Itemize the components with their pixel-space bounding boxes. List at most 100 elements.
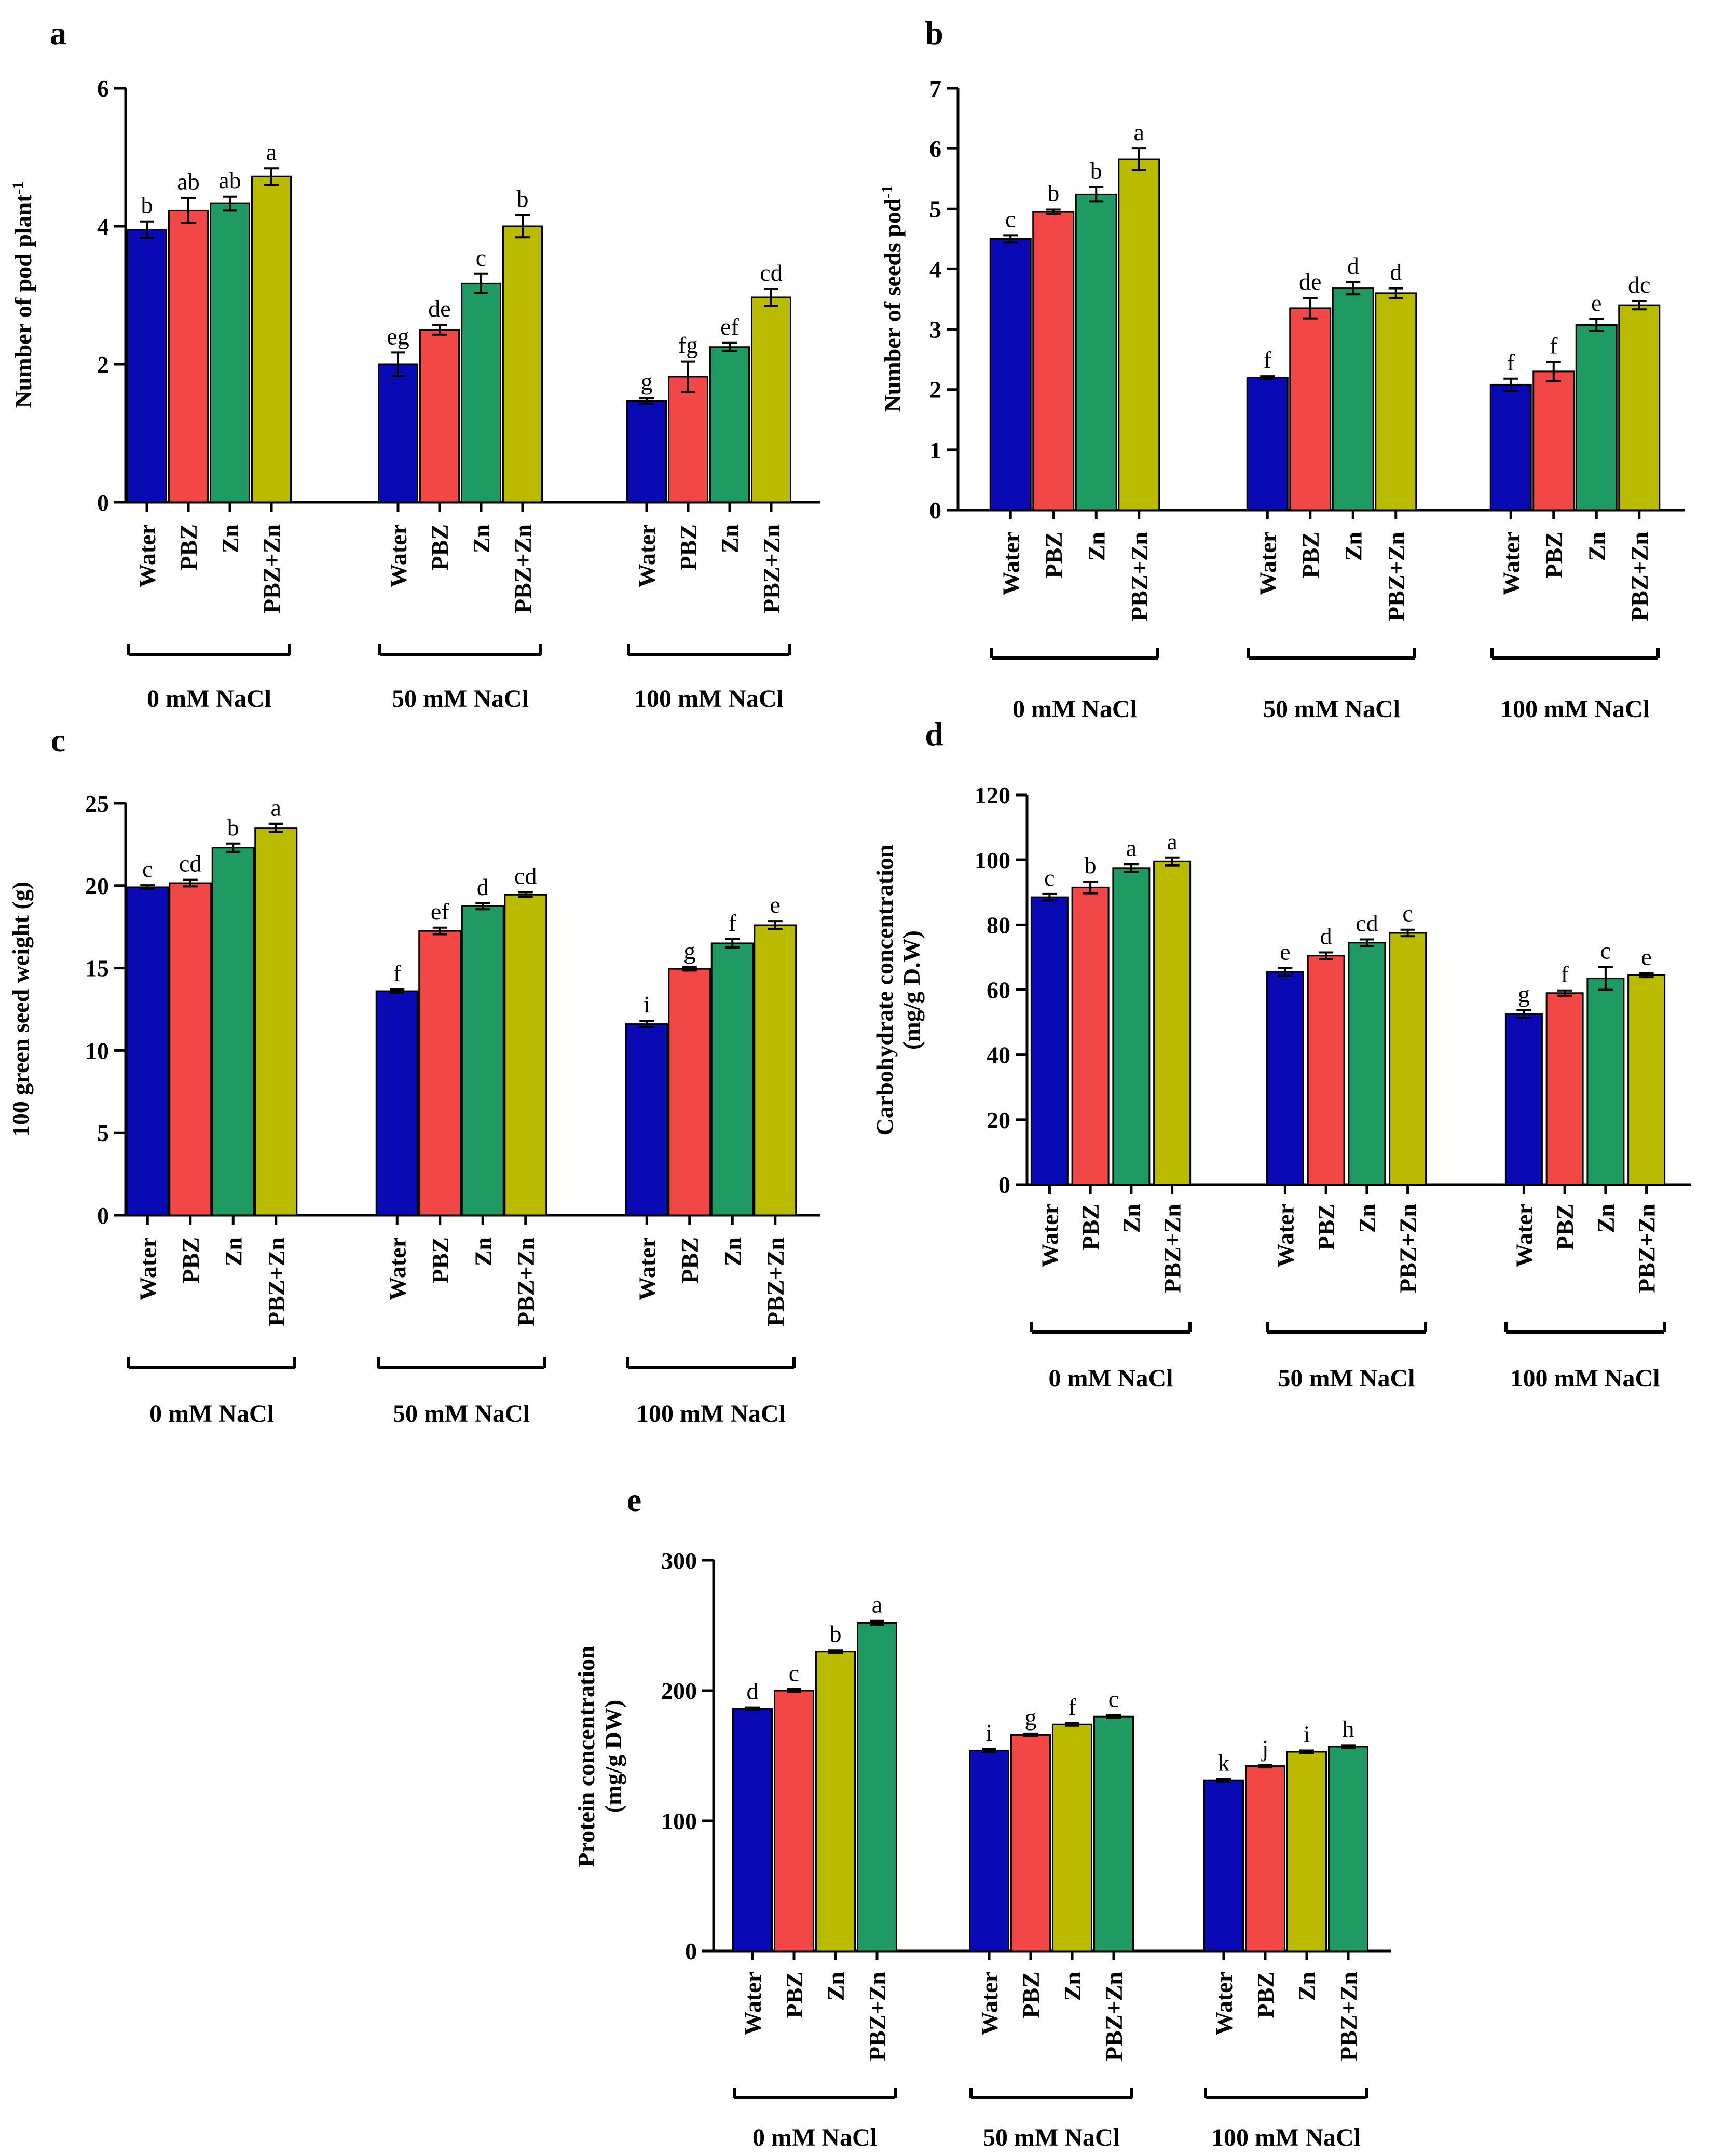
category-label: PBZ <box>1018 1972 1044 2018</box>
category-label: PBZ <box>1041 532 1067 578</box>
significance-label: c <box>476 244 486 271</box>
bar <box>1118 158 1160 511</box>
significance-label: ef <box>431 898 449 925</box>
bar <box>1266 971 1304 1186</box>
bar <box>1245 1765 1285 1952</box>
bar <box>1332 287 1374 511</box>
significance-label: f <box>729 910 737 936</box>
bar <box>751 296 791 503</box>
category-label: PBZ <box>175 524 202 570</box>
bar <box>1532 370 1575 511</box>
y-tick-label: 1 <box>929 437 941 463</box>
significance-label: c <box>1005 205 1016 232</box>
category-label: Water <box>134 1237 161 1301</box>
bar <box>668 376 708 503</box>
category-label: Water <box>134 524 160 588</box>
bar <box>1504 1013 1543 1186</box>
group-label: 50 mM NaCl <box>1263 695 1400 723</box>
y-tick-label: 20 <box>85 873 109 899</box>
significance-label: d <box>1347 253 1359 279</box>
group-label: 100 mM NaCl <box>1211 2124 1361 2151</box>
significance-label: a <box>1167 828 1177 855</box>
category-label: Water <box>1511 1204 1537 1268</box>
significance-label: ef <box>720 313 739 340</box>
significance-label: b <box>517 186 529 212</box>
significance-label: e <box>1280 939 1290 965</box>
category-label: Water <box>1254 532 1281 596</box>
bar <box>168 209 209 503</box>
significance-label: dc <box>1628 271 1650 298</box>
y-tick-label: 100 <box>661 1808 697 1834</box>
group-label: 50 mM NaCl <box>392 685 529 712</box>
y-tick-label: 4 <box>97 213 109 240</box>
significance-label: f <box>1068 1694 1076 1720</box>
y-axis-label-superscript: -1 <box>879 186 896 199</box>
category-label: PBZ+Zn <box>513 1237 539 1326</box>
group-label: 0 mM NaCl <box>147 685 271 712</box>
group-label: 100 mM NaCl <box>1500 695 1650 723</box>
bar <box>1030 896 1069 1186</box>
category-label: PBZ+Zn <box>1159 1204 1186 1293</box>
category-label: Zn <box>823 1972 849 2001</box>
y-tick-label: 4 <box>929 256 941 282</box>
bar <box>732 1708 773 1952</box>
significance-label: b <box>141 192 153 218</box>
category-label: Zn <box>1294 1972 1320 2001</box>
bar <box>857 1622 897 1952</box>
significance-label: a <box>1134 119 1144 145</box>
category-label: PBZ+Zn <box>510 524 536 613</box>
y-axis-label: 100 green seed weight (g) <box>7 882 34 1137</box>
bar <box>969 1749 1009 1952</box>
significance-label: f <box>1507 349 1515 376</box>
bar <box>668 968 711 1216</box>
significance-label: f <box>1264 347 1272 373</box>
bar <box>1010 1734 1051 1952</box>
bar <box>1618 304 1661 511</box>
significance-label: eg <box>387 323 409 349</box>
bar <box>1052 1723 1092 1952</box>
category-label: Water <box>740 1972 766 2036</box>
category-label: PBZ+Zn <box>258 524 285 613</box>
y-tick-label: 10 <box>85 1037 109 1064</box>
group-label: 50 mM NaCl <box>983 2124 1120 2151</box>
bar <box>710 942 754 1216</box>
bar <box>419 329 460 503</box>
group-label: 100 mM NaCl <box>636 1400 786 1427</box>
category-label: PBZ <box>177 1237 204 1283</box>
group-label: 0 mM NaCl <box>1049 1365 1173 1392</box>
category-label: PBZ+Zn <box>1335 1972 1362 2061</box>
y-axis-label-units: (mg/g DW) <box>600 1700 626 1813</box>
significance-label: ab <box>177 168 199 195</box>
bar <box>1545 992 1584 1186</box>
significance-label: b <box>1047 180 1059 206</box>
category-label: Water <box>997 532 1024 596</box>
panel-letter: b <box>925 15 943 51</box>
y-tick-label: 2 <box>929 377 941 403</box>
panel-letter: a <box>50 15 66 51</box>
group-label: 100 mM NaCl <box>1511 1365 1660 1392</box>
bar <box>1489 383 1532 511</box>
category-label: PBZ <box>1541 532 1567 578</box>
panel-c: c 0 5 10 15 20 25 100 green seed weight (g) c Wat… <box>7 722 820 1427</box>
bar <box>251 175 292 503</box>
significance-label: f <box>1550 332 1558 359</box>
significance-label: c <box>789 1659 799 1686</box>
significance-label: a <box>872 1591 882 1618</box>
significance-label: g <box>683 938 695 964</box>
category-label: PBZ+Zn <box>1634 1204 1660 1293</box>
category-label: Zn <box>220 1237 247 1266</box>
significance-label: d <box>1320 923 1332 950</box>
category-label: Zn <box>217 524 243 553</box>
category-label: PBZ <box>427 1237 454 1283</box>
category-label: PBZ <box>1077 1204 1104 1250</box>
significance-label: d <box>1390 259 1402 285</box>
significance-label: k <box>1218 1750 1230 1776</box>
y-tick-label: 6 <box>97 75 109 102</box>
bar <box>461 282 501 503</box>
y-tick-label: 20 <box>987 1107 1010 1133</box>
significance-label: de <box>1299 268 1321 295</box>
category-label: Water <box>976 1972 1003 2036</box>
y-axis-label: Carbohydrate concentration <box>871 845 898 1136</box>
panel-e: e 0 100 200 300 Protein concentration (mg/g DW… <box>573 1481 1391 2151</box>
